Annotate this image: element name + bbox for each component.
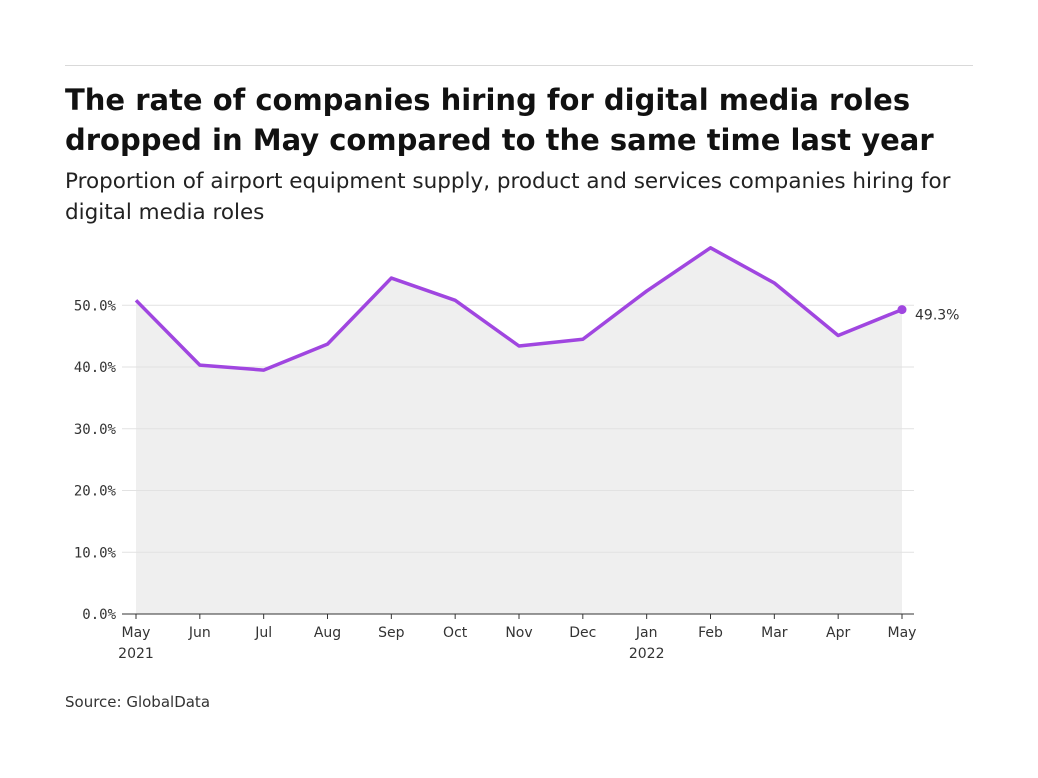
- y-tick-label: 40.0%: [74, 360, 117, 376]
- chart-title: The rate of companies hiring for digital…: [65, 83, 934, 157]
- x-tick-label: Apr: [826, 625, 850, 641]
- source-note: Source: GlobalData: [65, 693, 211, 711]
- x-year-label: 2021: [118, 646, 154, 662]
- x-tick-label: Dec: [569, 625, 596, 641]
- x-tick-label: Jul: [254, 625, 272, 641]
- y-tick-label: 50.0%: [74, 298, 117, 314]
- x-tick-label: Jun: [188, 625, 211, 641]
- y-tick-label: 20.0%: [74, 484, 117, 500]
- area-fill: [136, 247, 902, 614]
- chart-subtitle: Proportion of airport equipment supply, …: [65, 169, 951, 225]
- end-value-label: 49.3%: [915, 308, 959, 324]
- x-tick-label: Sep: [378, 625, 405, 641]
- x-tick-label: Nov: [505, 625, 532, 641]
- y-tick-label: 0.0%: [82, 607, 116, 623]
- top-divider: [65, 65, 973, 66]
- y-tick-label: 30.0%: [74, 422, 117, 438]
- x-tick-label: May: [122, 625, 151, 641]
- end-point: [897, 305, 907, 315]
- x-tick-label: Jan: [635, 625, 658, 641]
- x-tick-label: Oct: [443, 625, 468, 641]
- x-tick-label: Feb: [698, 625, 723, 641]
- x-tick-label: May: [888, 625, 917, 641]
- data-line: [134, 246, 903, 372]
- x-tick-label: Aug: [314, 625, 341, 641]
- x-tick-label: Mar: [761, 625, 788, 641]
- x-year-label: 2022: [629, 646, 665, 662]
- y-tick-label: 10.0%: [74, 545, 117, 561]
